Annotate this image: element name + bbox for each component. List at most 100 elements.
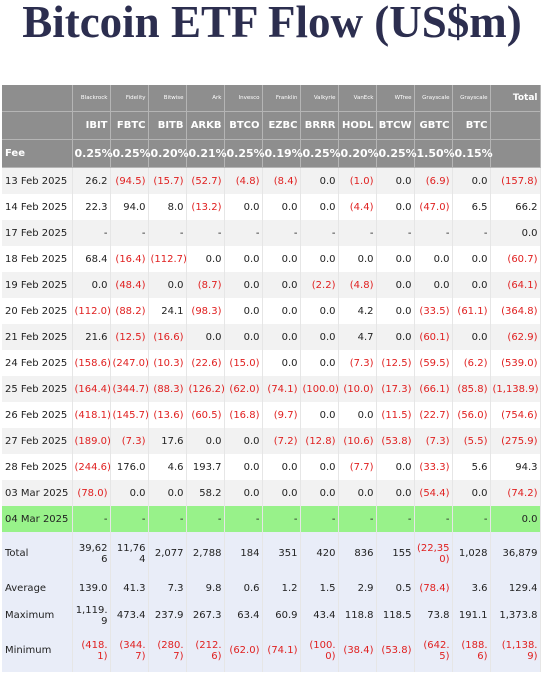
flow-value: (53.8)	[376, 428, 415, 454]
flow-value: -	[72, 506, 111, 532]
header-cell	[2, 85, 73, 112]
flow-value: (5.5)	[452, 428, 491, 454]
flow-value: (12.5)	[376, 350, 415, 376]
date: 21 Feb 2025	[2, 324, 73, 350]
flow-value: 0.0	[224, 272, 263, 298]
summary-value: 63.4	[224, 602, 263, 629]
flow-value: (22.6)	[186, 350, 225, 376]
summary-label: Minimum	[2, 629, 73, 672]
flow-value: 0.0	[452, 480, 491, 506]
flow-row: 24 Feb 2025 (158.6) (247.0) (10.3) (22.6) (15…	[2, 350, 541, 376]
flow-value: (16.6)	[148, 324, 187, 350]
flow-value: -	[148, 220, 187, 246]
summary-value: 155	[376, 532, 415, 575]
summary-value: 11,764	[110, 532, 149, 575]
summary-row: Maximum 1,119.9 473.4 237.9 267.3 63.4 60.9 43.…	[2, 602, 541, 629]
ticker: ARKB	[186, 111, 225, 140]
flow-value: (6.9)	[414, 167, 453, 194]
flow-value: (52.7)	[186, 167, 225, 194]
flow-value: 0.0	[452, 324, 491, 350]
flow-row: 20 Feb 2025 (112.0) (88.2) 24.1 (98.3) 0.0 0.0…	[2, 298, 541, 324]
flow-value: 68.4	[72, 246, 111, 272]
flow-value: (10.6)	[338, 428, 377, 454]
flow-value: 0.0	[186, 246, 225, 272]
summary-value: 60.9	[262, 602, 301, 629]
flow-value: 0.0	[300, 402, 339, 428]
fee: 0.25%	[72, 139, 113, 168]
flow-value: -	[72, 220, 111, 246]
flow-value: (10.3)	[148, 350, 187, 376]
flow-value: 58.2	[186, 480, 225, 506]
flow-value: (12.5)	[110, 324, 149, 350]
flow-value: -	[414, 220, 453, 246]
summary-value: 237.9	[148, 602, 187, 629]
summary-value: 73.8	[414, 602, 453, 629]
flow-row: 03 Mar 2025 (78.0) 0.0 0.0 58.2 0.0 0.0 0.0 0.0 0…	[2, 480, 541, 506]
ticker: GBTC	[414, 111, 453, 140]
flow-value: -	[110, 220, 149, 246]
flow-value: 4.2	[338, 298, 377, 324]
date: 04 Mar 2025	[2, 506, 73, 532]
fee: 0.25%	[110, 139, 151, 168]
issuer: WTree	[376, 85, 415, 112]
issuer: Bitwise	[148, 85, 187, 112]
flow-value: 0.0	[300, 350, 339, 376]
flow-value: -	[110, 506, 149, 532]
issuer: Grayscale	[452, 85, 491, 112]
flow-value: -	[414, 506, 453, 532]
flow-value: 0.0	[224, 324, 263, 350]
flow-value: 193.7	[186, 454, 225, 480]
summary-value: 184	[224, 532, 263, 575]
flow-value: (145.7)	[110, 402, 149, 428]
summary-value: (1,138.9)	[490, 629, 541, 672]
flow-value: 0.0	[186, 428, 225, 454]
flow-value: 0.0	[338, 480, 377, 506]
flow-value: (189.0)	[72, 428, 111, 454]
flow-value: 0.0	[148, 272, 187, 298]
flow-value: 0.0	[72, 272, 111, 298]
fee: 0.21%	[186, 139, 227, 168]
flow-value: (4.4)	[338, 194, 377, 220]
issuer: Franklin	[262, 85, 301, 112]
fee: 0.25%	[224, 139, 265, 168]
flow-value: 0.0	[300, 454, 339, 480]
flow-value: (85.8)	[452, 376, 491, 402]
flow-value: (74.1)	[262, 376, 301, 402]
flow-value: (10.0)	[338, 376, 377, 402]
ticker: BITB	[148, 111, 187, 140]
flow-value: (66.1)	[414, 376, 453, 402]
flow-value: 0.0	[338, 402, 377, 428]
flow-value: 0.0	[110, 480, 149, 506]
issuer: Invesco	[224, 85, 263, 112]
flow-value: (164.4)	[72, 376, 111, 402]
date: 13 Feb 2025	[2, 167, 73, 194]
flow-value: (60.1)	[414, 324, 453, 350]
summary-value: 836	[338, 532, 377, 575]
summary-value: 0.6	[224, 575, 263, 602]
flow-value: (60.5)	[186, 402, 225, 428]
date: 19 Feb 2025	[2, 272, 73, 298]
flow-value: 0.0	[376, 167, 415, 194]
flow-value: (8.7)	[186, 272, 225, 298]
flow-value: (2.2)	[300, 272, 339, 298]
flow-value: (344.7)	[110, 376, 149, 402]
flow-value: -	[186, 220, 225, 246]
ticker: IBIT	[72, 111, 111, 140]
date: 24 Feb 2025	[2, 350, 73, 376]
flow-value: 0.0	[148, 480, 187, 506]
flow-value: 0.0	[376, 480, 415, 506]
flow-value: 0.0	[224, 480, 263, 506]
summary-value: (38.4)	[338, 629, 377, 672]
flow-value: 0.0	[186, 324, 225, 350]
flow-value: (539.0)	[490, 350, 541, 376]
flow-value: (98.3)	[186, 298, 225, 324]
flow-value: 0.0	[224, 246, 263, 272]
flow-value: -	[300, 506, 339, 532]
flow-value: 0.0	[262, 350, 301, 376]
flow-value: -	[262, 506, 301, 532]
flow-value: (47.0)	[414, 194, 453, 220]
flow-row: 26 Feb 2025 (418.1) (145.7) (13.6) (60.5) (16…	[2, 402, 541, 428]
flow-value: (418.1)	[72, 402, 111, 428]
flow-value: -	[186, 506, 225, 532]
